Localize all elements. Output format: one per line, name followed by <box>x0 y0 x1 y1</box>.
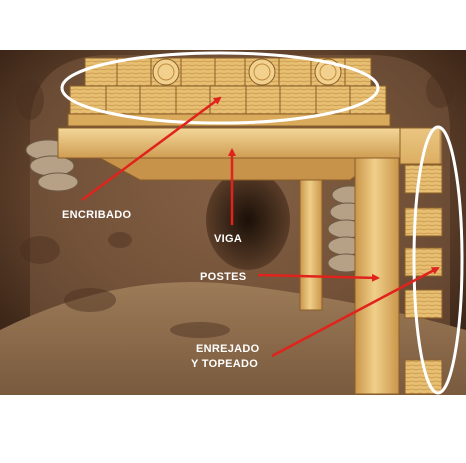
label-enrejado-line2: Y TOPEADO <box>191 358 258 370</box>
support-bags-left <box>25 139 79 192</box>
encribado-arrow <box>81 96 222 202</box>
label-enrejado-line1: ENREJADO <box>196 343 260 355</box>
tunnel-depth <box>206 170 290 270</box>
label-postes: POSTES <box>200 271 246 283</box>
rock-texture <box>16 72 454 338</box>
label-viga: VIGA <box>214 233 242 245</box>
label-encribado: ENCRIBADO <box>62 209 131 221</box>
postes-arrow <box>257 273 380 282</box>
crib-highlight-ellipse <box>60 51 380 125</box>
enrejado-arrow <box>271 266 440 358</box>
tunnel-floor <box>0 282 466 395</box>
crib-blocks <box>67 57 391 127</box>
lagging-highlight-ellipse <box>412 125 464 395</box>
